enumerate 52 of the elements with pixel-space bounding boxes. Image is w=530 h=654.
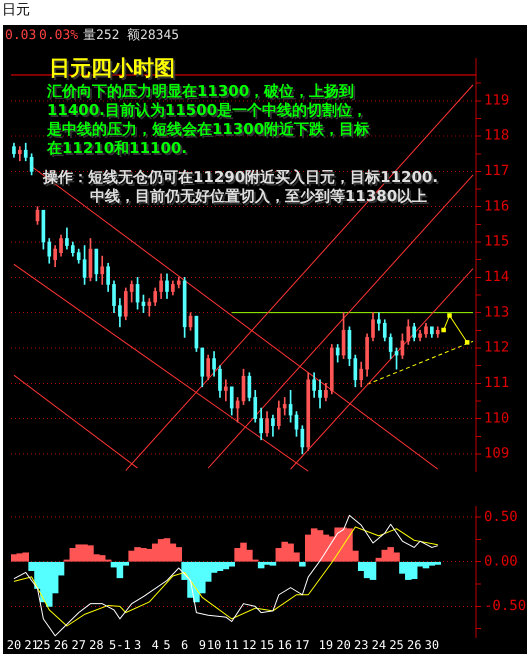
annotation: 11400.目前认为11500是一个中线的切割位， xyxy=(47,101,368,119)
y-tick-label: 0.50 xyxy=(484,508,518,525)
annotation: 汇价向下的压力明显在11300，破位，上扬到 xyxy=(47,82,354,100)
y-tick-label: 116 xyxy=(484,198,510,214)
x-tick-label: 20 xyxy=(6,638,22,652)
x-tick-label: 5 xyxy=(163,638,171,652)
x-tick-label: 10 xyxy=(206,638,222,652)
x-tick-label: 9 xyxy=(198,638,206,652)
point xyxy=(441,328,446,332)
y-tick-label: 119 xyxy=(484,92,510,108)
text: 0.03 xyxy=(5,28,36,44)
x-tick-label: 25 xyxy=(36,638,51,652)
x-tick-label: 21 xyxy=(24,638,39,652)
y-tick-label: 115 xyxy=(484,234,510,250)
x-tick-label: 30 xyxy=(424,638,440,652)
x-tick-label: 6 xyxy=(181,638,188,652)
y-tick-label: 112 xyxy=(484,340,510,356)
y-tick-label: 111 xyxy=(484,374,510,391)
y-tick-label: 109 xyxy=(484,446,510,462)
text: 0.03% xyxy=(39,28,78,44)
y-tick-label: -0.50 xyxy=(484,598,526,614)
annotation: 是中线的压力，短线会在11300附近下跌，目标 xyxy=(47,120,370,138)
x-tick-label: 4 xyxy=(152,638,159,652)
x-tick-label: 27 xyxy=(71,638,86,652)
y-tick-label: 117 xyxy=(484,163,510,180)
x-tick-label: 23 xyxy=(354,638,368,652)
x-tick-label: 25 xyxy=(389,638,404,652)
y-tick-label: 114 xyxy=(484,269,510,285)
chart-title: 日元四小时图 xyxy=(49,56,175,80)
x-tick-label: 24 xyxy=(372,638,386,652)
x-tick-label: 17 xyxy=(295,638,310,652)
x-tick-label: 11 xyxy=(224,638,239,652)
x-tick-label: 20 xyxy=(336,638,351,652)
y-tick-label: 0.00 xyxy=(484,553,518,570)
y-tick-label: 110 xyxy=(484,410,510,426)
y-tick-label: 118 xyxy=(484,128,510,144)
annotation: 在11210和11100. xyxy=(47,139,188,157)
text: 量252 xyxy=(83,28,120,44)
x-tick-label: 3 xyxy=(134,638,142,652)
x-tick-label: 15 xyxy=(260,638,274,652)
x-tick-label: 12 xyxy=(242,638,257,652)
text: 日元 xyxy=(2,2,30,18)
x-tick-label: 26 xyxy=(406,638,422,652)
x-tick-label: 5-1 xyxy=(109,638,131,652)
x-tick-label: 28 xyxy=(89,638,104,652)
text: 额28345 xyxy=(127,28,180,44)
y-tick-label: 113 xyxy=(484,304,510,320)
x-tick-label: 26 xyxy=(54,638,68,652)
x-tick-label: 16 xyxy=(277,638,292,652)
x-tick-label: 19 xyxy=(318,638,334,652)
point xyxy=(447,313,452,318)
bar xyxy=(299,562,306,567)
